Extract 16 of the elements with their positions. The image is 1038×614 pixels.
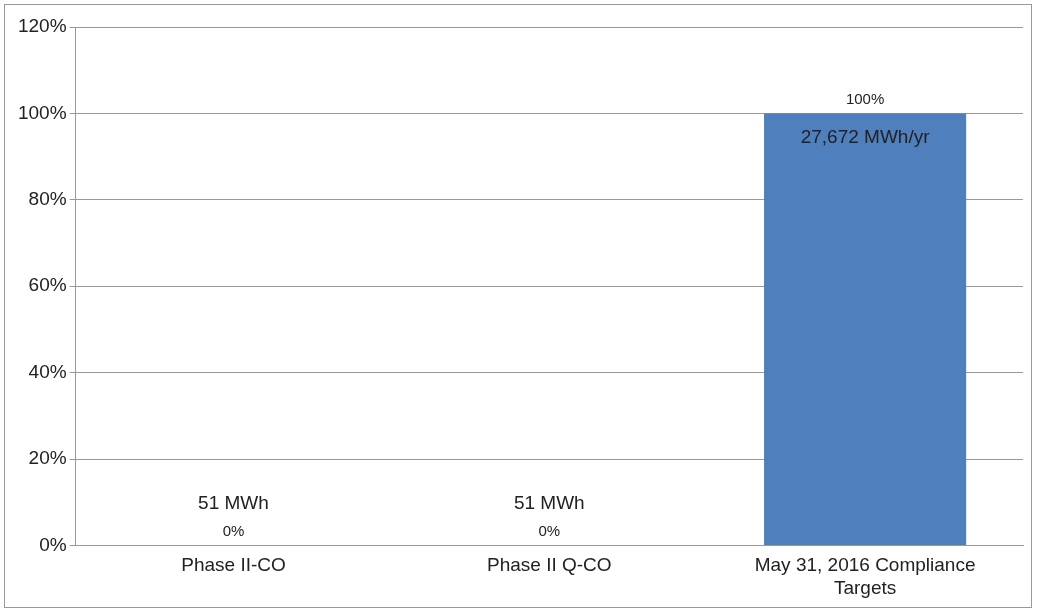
y-tick-label: 120% (17, 15, 67, 37)
y-tick-label: 0% (39, 533, 67, 555)
y-tick-label: 20% (28, 447, 67, 469)
x-tick-label: Phase II Q-CO (486, 554, 612, 576)
data-label: 0% (222, 522, 245, 540)
annotation: 27,672 MWh/yr (800, 126, 931, 148)
annotation: 51 MWh (513, 492, 585, 514)
y-tick-label: 100% (17, 101, 67, 123)
annotation: 51 MWh (198, 492, 269, 514)
data-label: 100% (845, 90, 885, 108)
y-tick-label: 60% (28, 274, 67, 296)
y-tick-label: 80% (28, 188, 67, 210)
data-label: 0% (538, 522, 561, 540)
x-tick-label: May 31, 2016 Compliance Targets (754, 554, 976, 598)
y-tick-label: 40% (28, 360, 67, 382)
x-tick-label: Phase II-CO (181, 554, 286, 576)
